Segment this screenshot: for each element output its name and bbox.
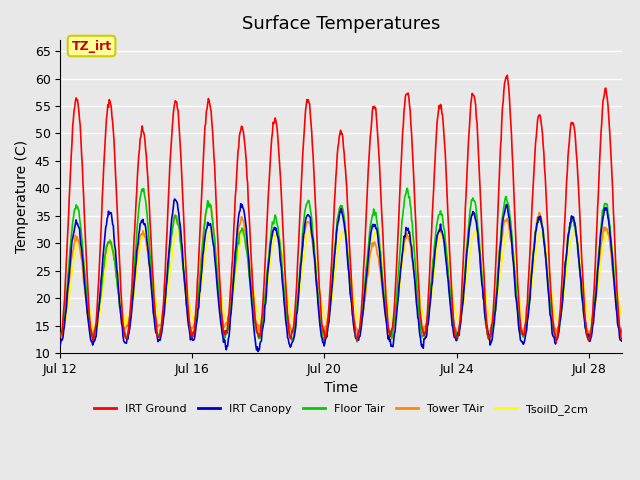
Title: Surface Temperatures: Surface Temperatures <box>242 15 440 33</box>
X-axis label: Time: Time <box>324 382 358 396</box>
Y-axis label: Temperature (C): Temperature (C) <box>15 140 29 253</box>
Legend: IRT Ground, IRT Canopy, Floor Tair, Tower TAir, TsoilD_2cm: IRT Ground, IRT Canopy, Floor Tair, Towe… <box>90 399 592 419</box>
Text: TZ_irt: TZ_irt <box>72 39 111 52</box>
